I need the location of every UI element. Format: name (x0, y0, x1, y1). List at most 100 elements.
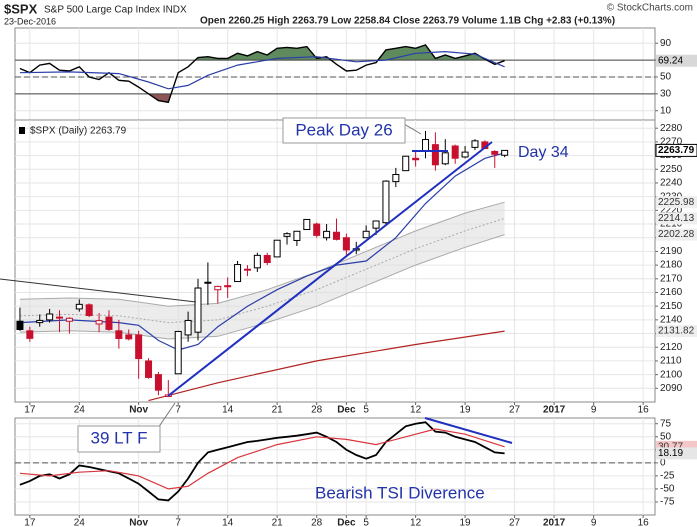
x-tick-label: 7 (175, 405, 181, 416)
x-tick-label: 9 (591, 518, 597, 527)
y-tick-label: 2280 (660, 123, 683, 134)
candle-body (461, 151, 469, 158)
x-tick-label: 19 (460, 518, 472, 527)
candle-body (283, 233, 291, 237)
candle-body (56, 316, 64, 319)
candle-body (431, 144, 439, 166)
candle-body (422, 139, 430, 152)
band-fill (19, 202, 505, 339)
y-tick-label: -75 (660, 497, 675, 508)
y-tick-label: 2120 (660, 342, 683, 353)
candle-body (204, 281, 212, 284)
callout-box (77, 425, 161, 453)
candle-body (491, 150, 499, 155)
x-tick-label: 19 (460, 405, 472, 416)
y-tick-label: 2090 (660, 383, 683, 394)
value-label-box (656, 228, 697, 241)
x-tick-label: 16 (638, 405, 650, 416)
panel-background (14, 119, 656, 403)
x-tick-label: 7 (175, 518, 181, 527)
candle-body (293, 230, 301, 241)
y-tick-label: 2220 (660, 205, 683, 216)
x-tick-label: 28 (311, 405, 323, 416)
candle-body (412, 157, 420, 161)
overlay: $SPX S&P 500 Large Cap Index INDX 23-Dec… (0, 1, 693, 502)
annotation: Peak Day 26 (295, 120, 392, 139)
x-tick-label: 14 (222, 518, 234, 527)
y-tick-label: 2100 (660, 369, 683, 380)
candle-body (224, 285, 232, 288)
value-label-box (655, 143, 697, 157)
candle-body (145, 360, 153, 378)
x-tick-label: 24 (74, 518, 86, 527)
x-tick-label: 17 (24, 518, 36, 527)
value-label-box (656, 325, 697, 338)
annotation: 39 LT F (90, 428, 147, 447)
x-tick-label: 27 (509, 518, 521, 527)
candle-body (323, 230, 331, 239)
y-tick-label: 2270 (660, 137, 683, 148)
y-tick-label: 0 (660, 457, 666, 468)
candle-body (46, 313, 54, 321)
y-tick-label: 10 (660, 105, 672, 116)
y-tick-label: 2110 (660, 356, 682, 367)
x-tick-label: 24 (74, 405, 86, 416)
candle-body (184, 319, 192, 336)
candle-body (263, 255, 271, 264)
candle-body (243, 268, 251, 271)
y-tick-label: 2240 (660, 178, 683, 189)
value-label: 2131.82 (658, 326, 695, 337)
candle-body (85, 304, 93, 317)
y-tick-label: 75 (660, 418, 672, 429)
value-label-box (656, 212, 697, 225)
y-tick-label: -25 (660, 471, 675, 482)
date: 23-Dec-2016 (4, 16, 56, 26)
x-tick-label: Nov (129, 518, 148, 527)
candle-body (471, 140, 479, 148)
candle-body (392, 173, 400, 183)
value-label-box (656, 54, 697, 67)
x-tick-label: 14 (222, 405, 234, 416)
x-tick-label: 2017 (543, 405, 566, 416)
x-tick-label: 5 (363, 405, 369, 416)
y-tick-label: 50 (660, 72, 672, 83)
x-tick-label: 9 (591, 405, 597, 416)
x-tick-label: Nov (129, 405, 148, 416)
x-tick-label: 21 (272, 518, 284, 527)
candle-body (303, 218, 311, 231)
overlay-line (148, 330, 505, 402)
quote: Open 2260.25 High 2263.79 Low 2258.84 Cl… (200, 16, 615, 27)
y-tick-label: 50 (660, 431, 672, 442)
indicator-line (19, 421, 505, 502)
value-label: 2263.79 (658, 145, 695, 156)
value-label: 2214.13 (658, 213, 695, 224)
candle-body (75, 303, 83, 310)
candle-body (194, 287, 202, 333)
symbol: $SPX (4, 1, 38, 16)
candle-body (214, 285, 222, 291)
subtitle: S&P 500 Large Cap Index INDX (44, 5, 187, 16)
indicator-line (19, 428, 505, 490)
candle-body (332, 231, 340, 240)
candle-body (115, 330, 123, 339)
x-tick-label: 17 (24, 405, 36, 416)
y-tick-label: 2170 (660, 273, 683, 284)
candle-body (135, 334, 143, 360)
candle-body (174, 330, 182, 375)
y-tick-label: -50 (660, 484, 675, 495)
value-label: 30.77 (658, 441, 683, 452)
indicator-line (19, 44, 505, 104)
x-tick-label: 12 (410, 518, 422, 527)
candle-body (402, 155, 410, 172)
source: © StockCharts.com (607, 3, 693, 14)
divergence-line (424, 417, 513, 444)
x-tick-label: 16 (638, 518, 650, 527)
x-tick-label: Dec (337, 518, 356, 527)
candle-body (154, 374, 162, 391)
candle-body (65, 317, 73, 322)
candle-body (273, 239, 281, 258)
y-tick-label: 2180 (660, 260, 683, 271)
candle-body (451, 145, 459, 159)
candle-body (441, 152, 449, 165)
